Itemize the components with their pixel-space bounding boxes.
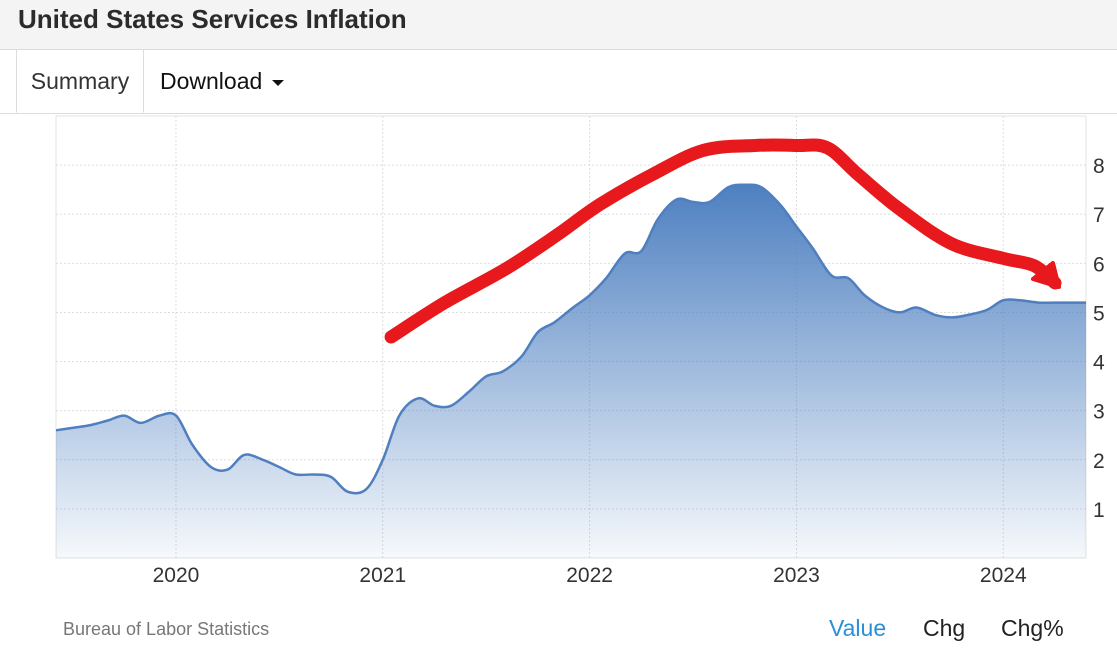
x-tick-label: 2024 bbox=[980, 564, 1027, 587]
y-tick-label: 7 bbox=[1093, 204, 1105, 227]
source-label: Bureau of Labor Statistics bbox=[63, 619, 270, 639]
header-bar: United States Services Inflation bbox=[0, 0, 1117, 50]
y-tick-label: 1 bbox=[1093, 499, 1105, 522]
series-layer bbox=[55, 183, 1086, 558]
tab-download[interactable]: Download bbox=[160, 50, 285, 113]
chg-pct-link[interactable]: Chg% bbox=[1001, 615, 1064, 641]
chg-link[interactable]: Chg bbox=[923, 615, 966, 641]
axes: 1 2 3 4 5 6 7 8 2020 2021 2022 2023 2024 bbox=[153, 155, 1105, 587]
tab-bar: Summary Download bbox=[0, 50, 1117, 114]
y-tick-label: 6 bbox=[1093, 253, 1105, 276]
y-tick-label: 4 bbox=[1093, 352, 1105, 375]
annotation-layer bbox=[384, 138, 1062, 344]
tab-summary[interactable]: Summary bbox=[16, 50, 144, 113]
page-title: United States Services Inflation bbox=[18, 4, 407, 34]
x-tick-label: 2020 bbox=[153, 564, 200, 587]
series-area-0 bbox=[56, 184, 1086, 558]
y-tick-label: 2 bbox=[1093, 450, 1105, 473]
x-tick-label: 2021 bbox=[359, 564, 406, 587]
value-link[interactable]: Value bbox=[829, 615, 887, 641]
annotation-arrow bbox=[384, 138, 1062, 344]
x-tick-label: 2022 bbox=[566, 564, 613, 587]
y-tick-label: 5 bbox=[1093, 302, 1105, 325]
series-line-0 bbox=[55, 183, 1086, 495]
y-tick-label: 8 bbox=[1093, 155, 1105, 178]
tab-download-label: Download bbox=[160, 68, 263, 94]
y-tick-label: 3 bbox=[1093, 401, 1105, 424]
x-tick-label: 2023 bbox=[773, 564, 820, 587]
annotation-arrowhead bbox=[1030, 260, 1061, 289]
caret-down-icon bbox=[272, 79, 285, 86]
